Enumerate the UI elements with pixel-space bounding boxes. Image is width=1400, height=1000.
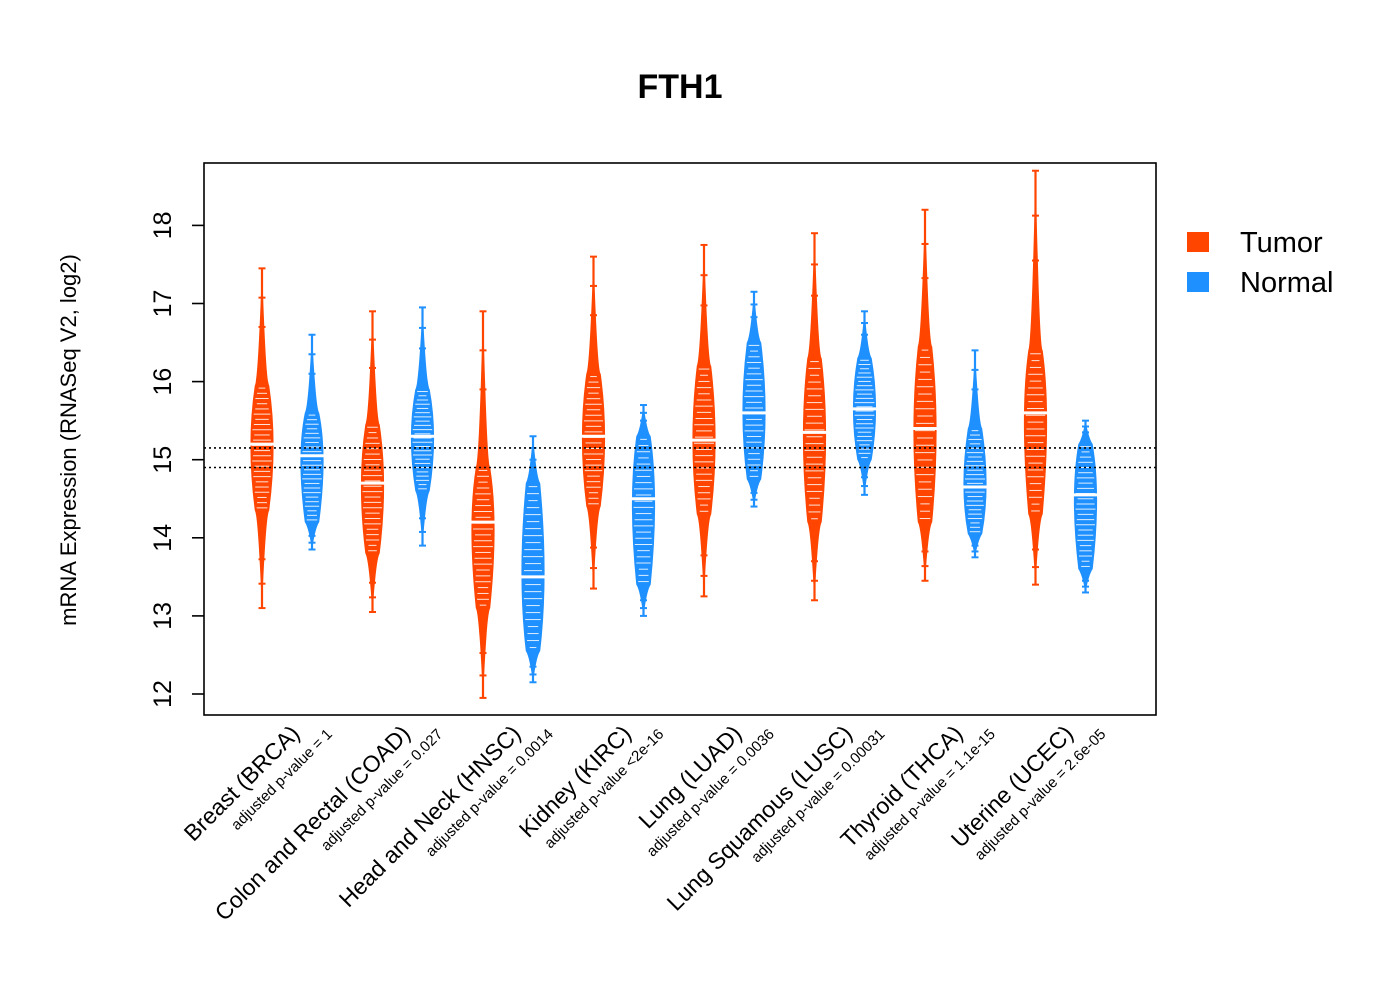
violin-layer [244, 169, 1104, 699]
normal-violin [515, 435, 551, 684]
reference-lines [204, 447, 1156, 469]
normal-violin [625, 404, 662, 617]
tumor-violin [465, 310, 501, 699]
legend-swatch-tumor [1187, 232, 1209, 252]
y-tick-label: 18 [149, 211, 177, 239]
normal-violin [736, 290, 772, 508]
y-tick-label: 15 [149, 446, 177, 474]
tumor-violin [907, 208, 943, 582]
y-axis: 12 13 14 15 16 17 18 [149, 211, 204, 708]
tumor-violin [796, 232, 833, 602]
legend-swatch-normal [1187, 272, 1209, 292]
y-tick-label: 16 [149, 368, 177, 396]
tumor-violin [1017, 169, 1054, 586]
legend-label-tumor: Tumor [1240, 227, 1323, 259]
y-tick-label: 17 [149, 290, 177, 318]
y-tick-label: 13 [149, 602, 177, 630]
normal-violin [957, 349, 993, 559]
y-axis-label: mRNA Expression (RNASeq V2, log2) [56, 254, 81, 626]
tumor-violin [686, 243, 722, 598]
y-tick-label: 14 [149, 524, 177, 552]
normal-violin [1067, 419, 1104, 594]
normal-violin [294, 333, 330, 551]
chart-title: FTH1 [638, 68, 723, 106]
tumor-violin [244, 267, 280, 610]
y-tick-label: 12 [149, 680, 177, 708]
normal-violin [404, 306, 441, 547]
tumor-violin [575, 255, 612, 590]
legend-label-normal: Normal [1240, 267, 1333, 299]
legend: Tumor Normal [1187, 227, 1333, 299]
normal-violin [846, 310, 883, 496]
tumor-violin [354, 310, 391, 613]
plot-frame [203, 162, 1157, 716]
